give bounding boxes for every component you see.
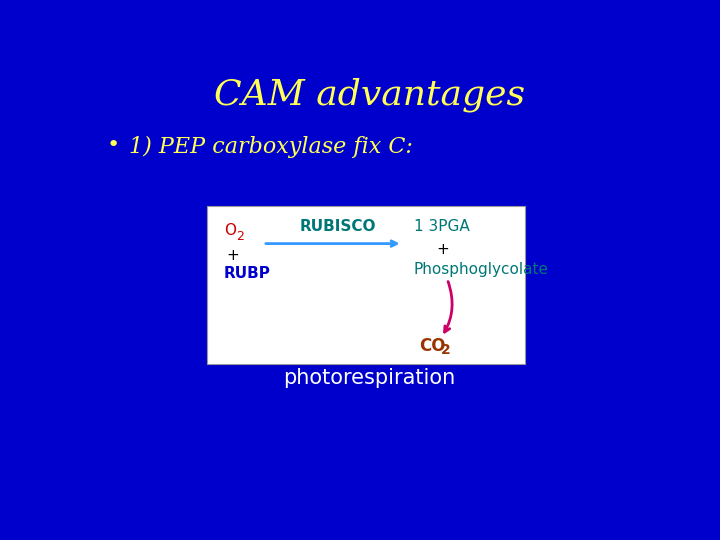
Text: Phosphoglycolate: Phosphoglycolate (413, 262, 549, 278)
Text: RUBP: RUBP (224, 266, 271, 281)
Text: 1) PEP carboxylase fix C:: 1) PEP carboxylase fix C: (129, 136, 413, 158)
Text: •: • (107, 136, 120, 156)
Text: O: O (224, 223, 236, 238)
Text: RUBISCO: RUBISCO (300, 219, 377, 234)
Text: 2: 2 (441, 343, 450, 357)
Text: 1 3PGA: 1 3PGA (413, 219, 469, 234)
Text: +: + (436, 241, 449, 256)
Text: CO: CO (419, 337, 446, 355)
Text: 2: 2 (236, 230, 244, 244)
Text: +: + (226, 248, 239, 263)
FancyBboxPatch shape (207, 206, 526, 364)
Text: CAM advantages: CAM advantages (214, 77, 524, 112)
Text: photorespiration: photorespiration (283, 368, 455, 388)
